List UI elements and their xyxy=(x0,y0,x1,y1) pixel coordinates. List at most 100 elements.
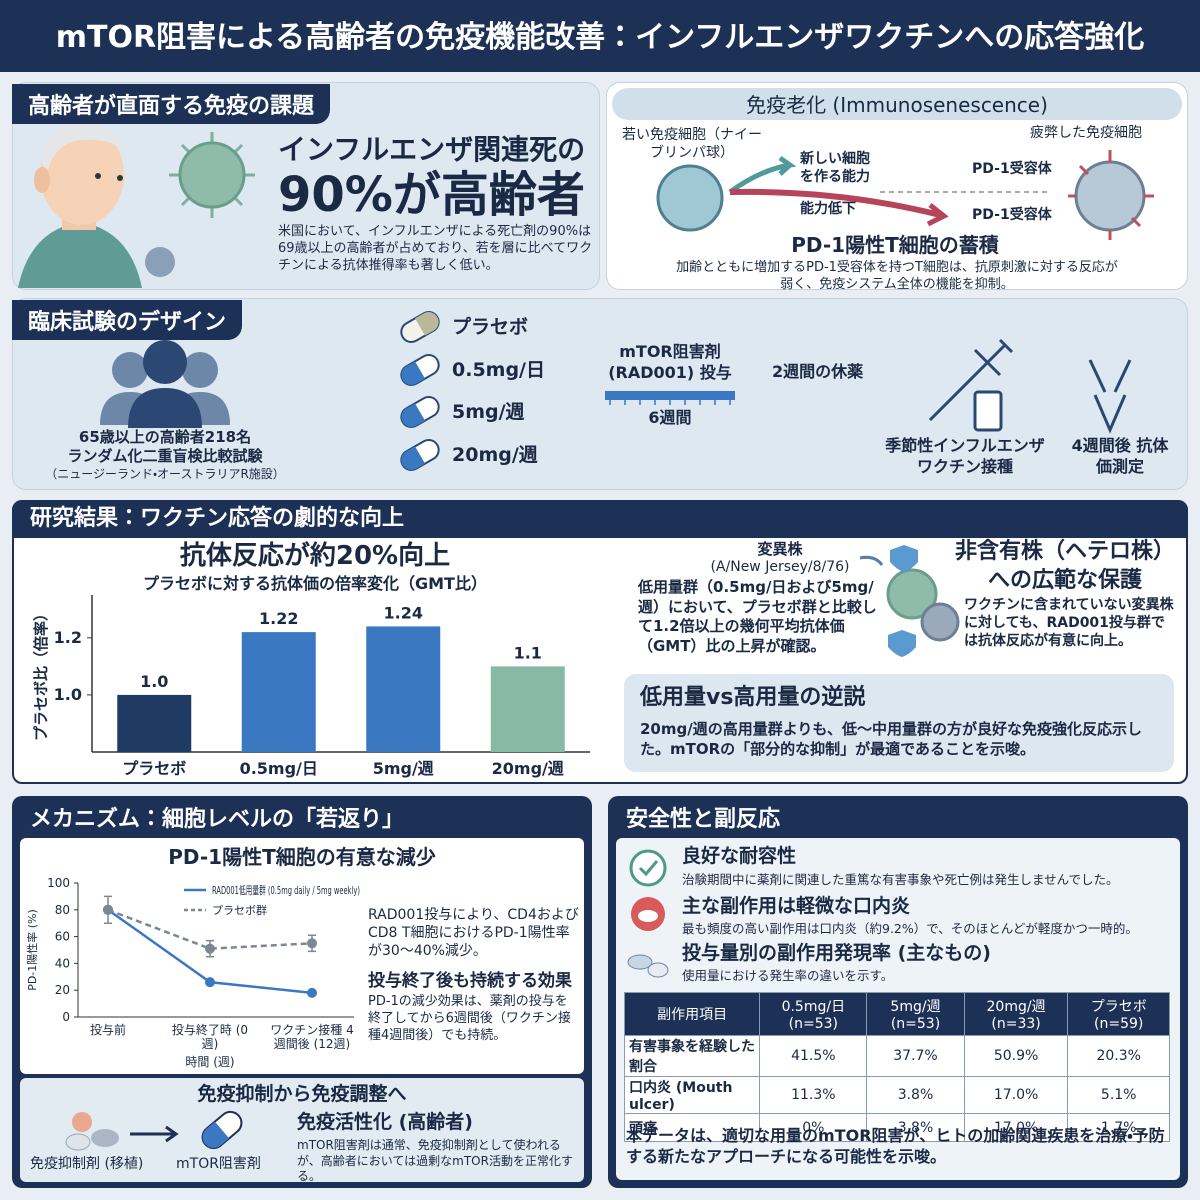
section-heading: メカニズム：細胞レベルの「若返り」 xyxy=(30,807,405,832)
cell-label: 疲弊した免疫細胞 xyxy=(1030,125,1142,141)
table-cell: 0% xyxy=(759,1113,868,1142)
table-header-cell: プラセボ (n=59) xyxy=(1067,992,1170,1036)
table-cell: 17.0% xyxy=(963,1113,1069,1142)
dose-label: 0.5mg/日 xyxy=(452,359,545,381)
item-body: 治験期間中に薬剤に関連した重篤な有害事象や死亡例は発生しませんでした。 xyxy=(682,872,1119,887)
table-row: 副作用項目 0.5mg/日 (n=53) 5mg/週 (n=53) 20mg/週 (n… xyxy=(623,992,1170,1036)
table-cell: 17.0% xyxy=(963,1076,1069,1114)
x-tick-label: プラセボ xyxy=(122,759,186,778)
chart-subtitle: プラセボに対する抗体価の倍率変化（GMT比） xyxy=(143,574,487,593)
y-tick-label: 1.2 xyxy=(54,628,82,647)
paradox-heading: 低用量vs高用量の逆説 xyxy=(640,685,866,710)
chart-title: 抗体反応が約20%向上 xyxy=(179,541,451,571)
elderly-icon xyxy=(18,124,142,288)
data-point xyxy=(307,987,317,998)
paradox-box xyxy=(624,674,1174,772)
body-text: 米国において、インフルエンザによる死亡剤の90%は69歳以上の高齢者が占めており… xyxy=(278,224,593,273)
table-cell: 3.8% xyxy=(866,1076,965,1114)
shift-heading: 免疫抑制から免疫調整へ xyxy=(197,1083,407,1105)
strain-label: 変異株 xyxy=(757,540,803,558)
vaccine-label: 季節性インフルエンザ ワクチン接種 xyxy=(885,436,1045,476)
x-tick-label: 投与終了時 (0週) xyxy=(171,1023,249,1052)
table-cell: 11.3% xyxy=(759,1076,868,1114)
x-axis-label: 時間 (週) xyxy=(185,1055,235,1069)
data-point xyxy=(205,943,215,954)
table-cell: 50.9% xyxy=(963,1035,1069,1077)
y-tick-label: 100 xyxy=(47,876,70,890)
hetero-body: ワクチンに含まれていない変異株に対しても、RAD001投与群では抗体反応が有意に… xyxy=(964,597,1174,650)
bar xyxy=(241,632,316,752)
strain-icons xyxy=(859,545,960,657)
item-heading: 投与量別の副作用発現率 (主なもの) xyxy=(682,942,991,964)
timeline xyxy=(605,391,735,405)
table-cell: 37.7% xyxy=(866,1035,965,1077)
shift-body: mTOR阻害剤は通常、免疫抑制剤として使われるが、高齢者においては過剰なmTOR… xyxy=(297,1138,573,1184)
safety-icons xyxy=(627,849,669,978)
y-axis-label: PD-1陽性率 (%) xyxy=(25,909,39,991)
participants-line: ランダム化二重盲検比較試験 xyxy=(67,447,263,465)
dose-label: 20mg/週 xyxy=(452,444,538,466)
y-tick-label: 20 xyxy=(55,983,70,997)
table-row: 口内炎 (Mouth ulcer) 11.3% 3.8% 17.0% 5.1% xyxy=(623,1076,1170,1114)
receptor-label: PD-1受容体 xyxy=(972,161,1052,177)
lead-text: インフルエンザ関連死の xyxy=(278,133,586,166)
x-tick-label: ワクチン接種 4週間後 (12週) xyxy=(270,1023,354,1052)
duration-label: 6週間 xyxy=(648,408,692,427)
table-cell: 5.1% xyxy=(1067,1076,1170,1114)
bar xyxy=(366,626,441,752)
item-heading: 良好な耐容性 xyxy=(682,845,797,867)
shift-icons xyxy=(65,1110,243,1151)
virus-icons xyxy=(145,132,255,277)
line-chart: 0 20 40 60 80 100 PD-1陽性率 (%) RAD001低用量群 (0.5mg… xyxy=(25,876,360,1024)
value-label: 1.0 xyxy=(140,672,168,691)
participants-line: 65歳以上の高齢者218名 xyxy=(78,428,252,446)
arrow-label: 能力低下 xyxy=(800,201,856,217)
bar xyxy=(490,666,565,752)
legend-label: RAD001低用量群 (0.5mg daily / 5mg weekly) xyxy=(212,883,360,897)
x-tick-label: 5mg/週 xyxy=(373,759,434,778)
value-label: 1.22 xyxy=(259,609,298,628)
table-cell: 有害事象を経験した割合 xyxy=(623,1035,761,1077)
dose-label: 5mg/週 xyxy=(452,401,525,423)
table-cell: 20.3% xyxy=(1067,1035,1170,1077)
washout-label: 2週間の休薬 xyxy=(772,362,864,381)
dose-label: プラセボ xyxy=(452,316,529,338)
x-tick-label: 0.5mg/日 xyxy=(240,759,318,778)
table-header-cell: 副作用項目 xyxy=(623,992,761,1036)
cell-diagram xyxy=(656,150,1154,240)
heading-pill xyxy=(612,88,1182,120)
effect-heading: 投与終了後も持続する効果 xyxy=(368,971,572,991)
item-heading: 主な副作用は軽微な口内炎 xyxy=(682,895,911,917)
results-header xyxy=(12,500,1188,538)
table-row: 頭痛 0% 3.8% 17.0% 1.7% xyxy=(623,1113,1170,1142)
y-tick-label: 0 xyxy=(62,1010,70,1024)
table-cell: 3.8% xyxy=(866,1113,965,1142)
table-header-cell: 20mg/週 (n=33) xyxy=(963,992,1069,1036)
shift-label: 免疫抑制剤 (移植) xyxy=(30,1156,144,1172)
y-tick-label: 40 xyxy=(55,956,70,970)
shift-subheading: 免疫活性化 (高齢者) xyxy=(297,1111,473,1133)
mechanism-chart-panel xyxy=(20,838,584,1074)
header-bar xyxy=(0,0,1200,72)
strain-body: 低用量群（0.5mg/日および5mg/週）において、プラセボ群と比較して1.2倍… xyxy=(638,578,877,655)
bar xyxy=(117,694,192,752)
cell-label: 若い免疫細胞（ナイーブリンパ球） xyxy=(622,127,762,162)
hetero-heading: 非含有株（ヘテロ株）への広範な保護 xyxy=(954,539,1175,593)
table-cell: 口内炎 (Mouth ulcer) xyxy=(623,1076,761,1114)
section-heading: 臨床試験のデザイン xyxy=(12,300,243,340)
line-chart-area: 0 20 40 60 80 100 PD-1陽性率 (%) RAD001低用量群 (0.5mg… xyxy=(24,866,364,1076)
y-axis-label: プラセボ比（倍率） xyxy=(32,606,50,741)
table-header-cell: 5mg/週 (n=53) xyxy=(866,992,965,1036)
x-tick-label: 投与前 xyxy=(89,1023,126,1037)
highlight-text: 90%が高齢者 xyxy=(278,167,585,223)
page-title: mTOR阻害による高齢者の免疫機能改善：インフルエンザワクチンへの応答強化 xyxy=(55,20,1145,55)
table-row: 有害事象を経験した割合 41.5% 37.7% 50.9% 20.3% xyxy=(623,1035,1170,1077)
mechanism-shift-panel xyxy=(20,1078,584,1182)
legend-label: プラセボ群 xyxy=(212,903,267,917)
participants-line: （ニュージーランド・オーストラリアR施設） xyxy=(45,467,285,481)
data-point xyxy=(307,938,317,949)
table-cell: 41.5% xyxy=(759,1035,868,1077)
